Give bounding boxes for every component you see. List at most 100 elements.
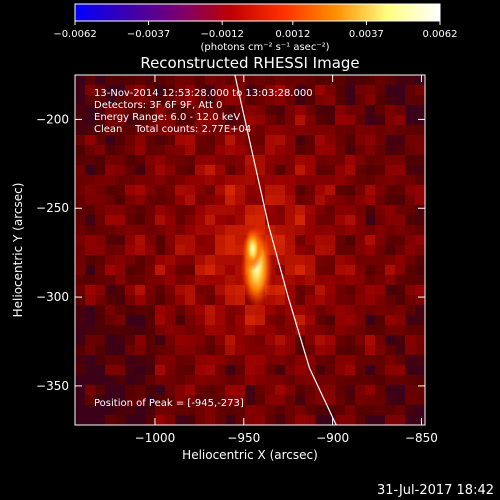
heatmap-cell xyxy=(285,255,296,266)
heatmap-cell xyxy=(205,275,216,286)
heatmap-cell xyxy=(215,115,226,126)
heatmap-cell xyxy=(375,235,386,246)
heatmap-cell xyxy=(75,235,86,246)
heatmap-cell xyxy=(85,335,96,346)
heatmap-cell xyxy=(145,335,156,346)
heatmap-cell xyxy=(325,335,336,346)
heatmap-cell xyxy=(345,185,356,196)
heatmap-cell xyxy=(335,265,346,276)
heatmap-cell xyxy=(145,325,156,336)
heatmap-cell xyxy=(115,335,126,346)
heatmap-cell xyxy=(375,325,386,336)
heatmap-cell xyxy=(195,305,206,316)
heatmap-cell xyxy=(335,155,346,166)
heatmap-cell xyxy=(235,375,246,386)
heatmap-cell xyxy=(345,295,356,306)
heatmap-cell xyxy=(185,235,196,246)
heatmap-cell xyxy=(275,305,286,316)
heatmap-cell xyxy=(385,375,396,386)
heatmap-cell xyxy=(235,235,246,246)
heatmap-cell xyxy=(295,155,306,166)
heatmap-cell xyxy=(385,275,396,286)
heatmap-cell xyxy=(305,295,316,306)
heatmap-cell xyxy=(125,365,136,376)
heatmap-cell xyxy=(335,215,346,226)
heatmap-cell xyxy=(335,275,346,286)
heatmap-cell xyxy=(375,335,386,346)
heatmap-cell xyxy=(95,385,106,396)
heatmap-cell xyxy=(385,345,396,356)
heatmap-cell xyxy=(215,315,226,326)
heatmap-cell xyxy=(315,165,326,176)
heatmap-cell xyxy=(345,145,356,156)
heatmap-cell xyxy=(235,275,246,286)
heatmap-cell xyxy=(275,385,286,396)
heatmap-cell xyxy=(405,165,416,176)
heatmap-cell xyxy=(255,385,266,396)
heatmap-cell xyxy=(415,215,425,226)
heatmap-cell xyxy=(285,115,296,126)
heatmap-cell xyxy=(185,125,196,136)
heatmap-cell xyxy=(265,95,276,106)
heatmap-cell xyxy=(365,145,376,156)
heatmap-cell xyxy=(165,215,176,226)
heatmap-cell xyxy=(225,205,236,216)
heatmap-cell xyxy=(345,125,356,136)
heatmap-cell xyxy=(325,325,336,336)
heatmap-cell xyxy=(105,275,116,286)
heatmap-cell xyxy=(315,345,326,356)
heatmap-cell xyxy=(155,145,166,156)
heatmap-cell xyxy=(305,355,316,366)
heatmap-cell xyxy=(235,75,246,86)
heatmap-cell xyxy=(405,335,416,346)
heatmap-cell xyxy=(365,265,376,276)
heatmap-cell xyxy=(415,305,425,316)
heatmap-cell xyxy=(185,205,196,216)
heatmap-cell xyxy=(95,95,106,106)
heatmap-cell xyxy=(365,95,376,106)
heatmap-cell xyxy=(85,245,96,256)
heatmap-cell xyxy=(175,105,186,116)
heatmap-cell xyxy=(365,355,376,366)
heatmap-cell xyxy=(345,335,356,346)
heatmap-cell xyxy=(325,245,336,256)
heatmap-cell xyxy=(315,135,326,146)
heatmap-cell xyxy=(105,305,116,316)
heatmap-cell xyxy=(415,285,425,296)
heatmap-cell xyxy=(215,165,226,176)
heatmap-cell xyxy=(355,155,366,166)
heatmap-cell xyxy=(195,115,206,126)
heatmap-cell xyxy=(405,385,416,396)
heatmap-cell xyxy=(365,375,376,386)
heatmap-cell xyxy=(305,105,316,116)
info-line-clean: Clean Total counts: 2.77E+04 xyxy=(94,124,251,135)
heatmap-cell xyxy=(85,105,96,116)
heatmap-cell xyxy=(155,285,166,296)
heatmap-cell xyxy=(335,195,346,206)
heatmap-cell xyxy=(355,225,366,236)
heatmap-cell xyxy=(255,125,266,136)
heatmap-cell xyxy=(135,75,146,86)
heatmap-cell xyxy=(145,155,156,166)
heatmap-cell xyxy=(335,305,346,316)
heatmap-cell xyxy=(235,225,246,236)
heatmap-cell xyxy=(205,115,216,126)
heatmap-cell xyxy=(185,315,196,326)
heatmap-cell xyxy=(335,85,346,96)
heatmap-cell xyxy=(245,165,256,176)
heatmap-cell xyxy=(205,215,216,226)
heatmap-cell xyxy=(305,85,316,96)
heatmap-cell xyxy=(385,215,396,226)
heatmap-cell xyxy=(365,295,376,306)
heatmap-cell xyxy=(395,85,406,96)
heatmap-cell xyxy=(305,95,316,106)
heatmap-cell xyxy=(315,115,326,126)
heatmap-cell xyxy=(85,125,96,136)
heatmap-cell xyxy=(105,165,116,176)
heatmap-cell xyxy=(375,165,386,176)
heatmap-cell xyxy=(255,75,266,86)
heatmap-cell xyxy=(85,95,96,106)
heatmap-cell xyxy=(155,185,166,196)
heatmap-cell xyxy=(365,155,376,166)
